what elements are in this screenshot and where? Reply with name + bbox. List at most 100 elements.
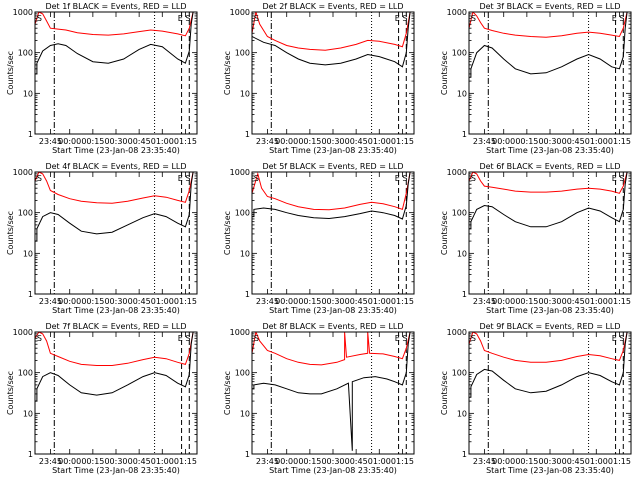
event-marker-label: E — [395, 14, 400, 23]
event-marker-label: E — [178, 334, 183, 343]
panel-title: Det 6f BLACK = Events, RED = LLD — [479, 162, 620, 171]
x-tick-label: 00:30 — [104, 137, 127, 146]
x-tick-label: 23:45 — [256, 297, 279, 306]
detector-panel-7: Det 7f BLACK = Events, RED = LLD 1 10 100 10… — [6, 322, 198, 475]
x-tick-label: 23:45 — [473, 137, 496, 146]
plot-frame — [251, 171, 415, 295]
detector-panel-1: Det 1f BLACK = Events, RED = LLD 1 10 100 10… — [6, 2, 198, 155]
y-axis-label: Counts/sec — [223, 211, 232, 255]
x-axis-label: Start Time (23-Jan-08 23:35:40) — [52, 146, 180, 155]
detector-panel-9: Det 9f BLACK = Events, RED = LLD 1 10 100 10… — [440, 322, 632, 475]
plot-frame — [34, 171, 198, 295]
y-axis-label: Counts/sec — [6, 51, 15, 95]
x-tick-label: 00:00 — [275, 297, 298, 306]
series-black-line — [35, 172, 194, 242]
y-tick-label: 100 — [18, 209, 33, 218]
x-tick-label: 23:45 — [39, 297, 62, 306]
panel-title: Det 5f BLACK = Events, RED = LLD — [262, 162, 403, 171]
x-axis-label: Start Time (23-Jan-08 23:35:40) — [486, 466, 614, 475]
y-tick-label: 10 — [457, 249, 467, 258]
y-tick-label: 1000 — [447, 168, 467, 177]
event-marker-label: S — [185, 334, 190, 343]
event-marker-label: S — [37, 174, 42, 183]
event-marker-label: E — [395, 174, 400, 183]
y-tick-label: 10 — [240, 249, 250, 258]
x-tick-label: 01:15 — [391, 297, 414, 306]
event-marker-label: S — [402, 14, 407, 23]
x-tick-label: 00:15 — [298, 297, 321, 306]
series-red-line — [252, 332, 411, 366]
panel-title: Det 2f BLACK = Events, RED = LLD — [262, 2, 403, 11]
x-axis-label: Start Time (23-Jan-08 23:35:40) — [269, 306, 397, 315]
event-marker-label: E — [178, 174, 183, 183]
x-tick-label: 00:15 — [515, 457, 538, 466]
x-tick-label: 01:00 — [368, 457, 391, 466]
y-tick-label: 10 — [457, 409, 467, 418]
y-tick-label: 1 — [245, 130, 250, 139]
detector-panel-2: Det 2f BLACK = Events, RED = LLD 1 10 100 10… — [223, 2, 415, 155]
plot-frame — [468, 331, 632, 455]
y-tick-label: 100 — [452, 49, 467, 58]
event-marker-label: S — [254, 14, 259, 23]
panel-title: Det 7f BLACK = Events, RED = LLD — [45, 322, 186, 331]
x-tick-label: 01:00 — [151, 457, 174, 466]
y-tick-label: 1000 — [13, 168, 33, 177]
x-tick-label: 00:00 — [275, 457, 298, 466]
panel-title: Det 4f BLACK = Events, RED = LLD — [45, 162, 186, 171]
panel-title: Det 8f BLACK = Events, RED = LLD — [262, 322, 403, 331]
event-marker-label: E — [612, 174, 617, 183]
x-tick-label: 23:45 — [39, 137, 62, 146]
y-tick-label: 1000 — [13, 328, 33, 337]
x-tick-label: 00:30 — [538, 457, 561, 466]
y-tick-label: 10 — [240, 409, 250, 418]
y-tick-label: 1000 — [230, 168, 250, 177]
y-tick-label: 10 — [23, 409, 33, 418]
y-tick-label: 1 — [28, 130, 33, 139]
x-tick-label: 00:15 — [515, 297, 538, 306]
x-tick-label: 00:30 — [538, 297, 561, 306]
plot-frame — [251, 11, 415, 135]
y-axis-label: Counts/sec — [440, 51, 449, 95]
detector-panel-8: Det 8f BLACK = Events, RED = LLD 1 10 100 10… — [223, 322, 415, 475]
x-tick-label: 01:00 — [368, 297, 391, 306]
event-marker-label: S — [37, 334, 42, 343]
x-tick-label: 00:30 — [538, 137, 561, 146]
y-axis-label: Counts/sec — [440, 211, 449, 255]
plot-frame — [34, 331, 198, 455]
event-marker-label: E — [612, 14, 617, 23]
y-tick-label: 100 — [235, 369, 250, 378]
detector-panel-3: Det 3f BLACK = Events, RED = LLD 1 10 100 10… — [440, 2, 632, 155]
y-tick-label: 1 — [462, 130, 467, 139]
x-tick-label: 00:00 — [58, 297, 81, 306]
event-marker-label: S — [619, 334, 624, 343]
x-tick-label: 00:30 — [104, 297, 127, 306]
y-tick-label: 100 — [235, 49, 250, 58]
event-marker-label: S — [37, 14, 42, 23]
detector-panel-5: Det 5f BLACK = Events, RED = LLD 1 10 100 10… — [223, 162, 415, 315]
x-tick-label: 00:00 — [275, 137, 298, 146]
x-axis-label: Start Time (23-Jan-08 23:35:40) — [486, 306, 614, 315]
event-marker-label: E — [178, 14, 183, 23]
series-black-line — [252, 332, 411, 451]
panel-title: Det 3f BLACK = Events, RED = LLD — [479, 2, 620, 11]
x-tick-label: 00:45 — [128, 297, 151, 306]
x-tick-label: 00:15 — [515, 137, 538, 146]
x-tick-label: 23:45 — [473, 297, 496, 306]
y-tick-label: 10 — [457, 89, 467, 98]
x-axis-label: Start Time (23-Jan-08 23:35:40) — [269, 466, 397, 475]
y-tick-label: 100 — [452, 369, 467, 378]
y-tick-label: 10 — [240, 89, 250, 98]
x-tick-label: 23:45 — [473, 457, 496, 466]
event-marker-label: E — [395, 334, 400, 343]
series-red-line — [469, 332, 628, 363]
x-tick-label: 01:15 — [391, 137, 414, 146]
x-tick-label: 01:15 — [174, 457, 197, 466]
x-tick-label: 00:45 — [562, 297, 585, 306]
series-black-line — [469, 172, 628, 230]
series-red-line — [469, 12, 628, 38]
detector-panel-6: Det 6f BLACK = Events, RED = LLD 1 10 100 10… — [440, 162, 632, 315]
y-tick-label: 10 — [23, 89, 33, 98]
panel-title: Det 9f BLACK = Events, RED = LLD — [479, 322, 620, 331]
series-red-line — [252, 12, 411, 51]
